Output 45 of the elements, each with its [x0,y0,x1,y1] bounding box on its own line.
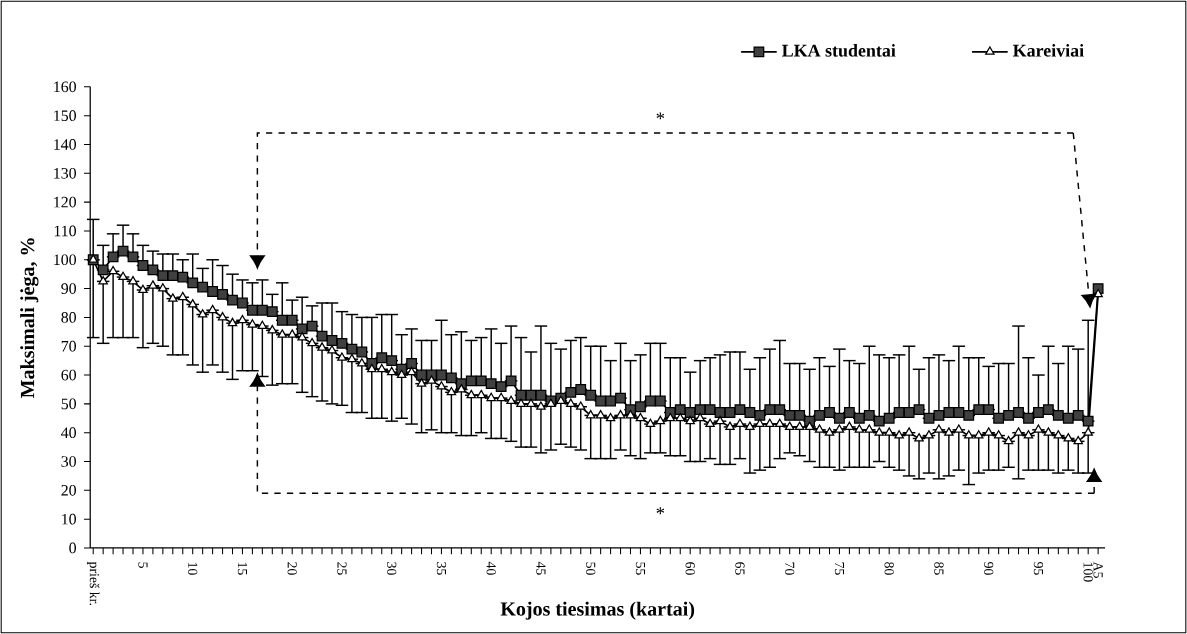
x-tick-label: 40 [486,561,496,575]
x-tick-label: 5 [138,562,148,568]
legend-label: Kareiviai [1012,44,1084,57]
y-tick-label: 70 [61,340,76,352]
x-tick-label: 55 [635,562,646,575]
x-tick-label: 70 [785,562,795,575]
y-tick-label: 140 [54,139,76,150]
x-tick-label: 20 [287,562,297,575]
x-tick-label: 100 [1083,562,1093,582]
x-axis-title: Kojos tiesimas (kartai) [500,601,695,620]
x-tick-label: 25 [337,562,347,575]
y-tick-label: 160 [54,81,76,93]
x-tick-label: 95 [1033,562,1044,575]
y-tick-label: 60 [61,369,76,381]
x-tick-label: 60 [685,562,695,575]
x-tick-label: 35 [436,562,447,575]
legend-label: LKA studentai [782,44,896,57]
y-tick-label: 90 [61,283,76,294]
x-tick-label: 15 [237,562,248,575]
annotation: * [656,112,665,120]
x-tick-label: 30 [387,562,397,575]
y-tick-label: 120 [54,196,76,208]
y-tick-label: 50 [61,398,76,410]
x-tick-label: 90 [984,562,994,575]
x-tick-label: 85 [934,562,944,575]
y-tick-label: 20 [61,484,76,496]
x-tick-label: 45 [536,561,546,575]
x-tick-label: 75 [834,562,845,575]
x-tick-label: 65 [735,562,745,575]
x-tick-label: 50 [586,562,596,575]
x-tick-label: 10 [188,562,198,575]
y-tick-label: 10 [62,513,76,525]
y-tick-label: 30 [61,456,76,467]
annotation: * [656,507,665,515]
y-tick-label: 0 [69,542,76,554]
y-tick-label: 100 [54,254,76,266]
y-tick-label: 40 [61,427,76,439]
y-tick-label: 130 [54,167,76,179]
x-tick-label: 80 [884,562,894,575]
y-axis-title: Maksimali jėga, % [20,238,39,398]
y-tick-label: 80 [61,312,76,323]
y-tick-label: 110 [54,225,76,237]
x-tick-label: prieš kr. [86,561,100,606]
y-tick-label: 150 [54,110,76,121]
x-tick-label: A5 [1093,561,1103,578]
